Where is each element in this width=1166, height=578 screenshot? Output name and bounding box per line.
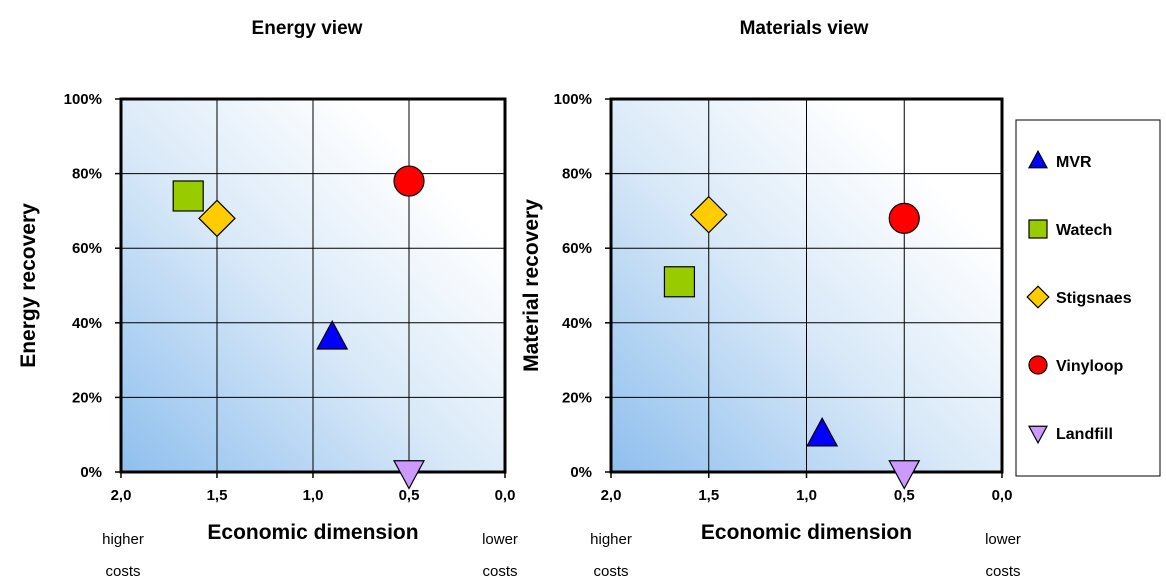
legend-label-vinyloop: Vinyloop [1056,358,1123,375]
point-vinyloop [888,202,920,234]
x-right-note-line1: lower [985,531,1021,548]
x-tick-label: 0,0 [992,487,1013,504]
chart-2: Materials view 0% 20% 40% 60% 80% 100% 2,0 1,5 1,… [520,18,1021,578]
y-tick-label: 0% [570,464,592,481]
chart-1: Energy view 0% 20% 40% 60% 80% 100% 2,0 1,5 1,0 0,… [17,18,518,578]
x-left-note-line2: costs [593,563,628,578]
point-landfill [392,460,426,490]
legend-label-watech: Watech [1056,222,1112,239]
y-tick-label: 0% [80,464,102,481]
y-tick-label: 60% [562,240,592,257]
x-right-note-line1: lower [482,531,518,548]
chart-title: Materials view [740,18,869,39]
legend-marker-vinyloop [1028,355,1048,375]
y-tick-label: 80% [72,166,102,183]
legend-marker-watech [1028,219,1048,239]
point-stigsnaes [689,195,728,234]
point-mvr [316,319,349,350]
point-watech [663,266,696,298]
legend: MVR Watech Stigsnaes Vinyloop Landfill [1015,119,1161,477]
point-landfill [888,460,921,490]
x-left-note-line1: higher [590,531,632,548]
legend-label-landfill: Landfill [1056,426,1113,443]
legend-marker-mvr [1027,149,1049,169]
y-axis-label: Material recovery [520,199,543,372]
x-tick-label: 1,0 [303,487,324,504]
legend-marker-stigsnaes [1026,285,1050,309]
legend-label-mvr: MVR [1056,154,1092,171]
x-left-note-line1: higher [102,531,144,548]
chart-title: Energy view [252,18,363,39]
x-tick-label: 2,0 [601,487,622,504]
x-tick-label: 1,0 [796,487,817,504]
point-stigsnaes [198,199,236,238]
x-right-note-line2: costs [985,563,1020,578]
y-tick-label: 100% [554,91,592,108]
y-axis-label: Energy recovery [17,203,40,368]
x-left-note-line2: costs [105,563,140,578]
y-tick-label: 60% [72,240,102,257]
legend-label-stigsnaes: Stigsnaes [1056,290,1132,307]
point-watech [172,180,204,212]
x-tick-label: 0,5 [894,487,915,504]
x-right-note-line2: costs [482,563,517,578]
y-tick-label: 40% [72,315,102,332]
x-tick-label: 0,0 [495,487,516,504]
y-tick-label: 40% [562,315,592,332]
y-tick-label: 80% [562,166,592,183]
y-tick-label: 20% [562,389,592,406]
point-mvr [806,416,839,447]
x-tick-label: 1,5 [698,487,719,504]
legend-marker-landfill [1027,425,1049,445]
x-tick-label: 0,5 [399,487,420,504]
y-tick-label: 100% [64,91,102,108]
x-axis-label: Economic dimension [207,521,418,544]
y-tick-label: 20% [72,389,102,406]
x-axis-label: Economic dimension [701,521,912,544]
x-tick-label: 2,0 [111,487,132,504]
point-vinyloop [393,165,425,197]
x-tick-label: 1,5 [207,487,228,504]
